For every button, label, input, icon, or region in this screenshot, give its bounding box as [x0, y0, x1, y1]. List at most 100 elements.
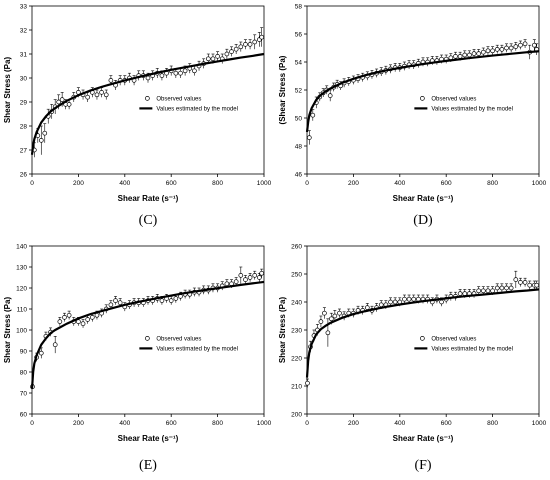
observed-point: [57, 319, 63, 324]
x-tick-label: 0: [305, 180, 309, 187]
chart-f: 0 200 400 600 800 1000200210220230240250260Sh…: [278, 243, 547, 443]
y-axis-label: Shear Stress (Pa): [3, 57, 12, 124]
observed-point: [252, 273, 258, 278]
y-axis-label: Shear Stress (Pa): [278, 297, 287, 364]
x-tick-label: 600: [166, 420, 177, 427]
y-tick-label: 100: [16, 327, 27, 334]
y-tick-label: 46: [295, 171, 303, 178]
legend-model-label: Values estimated by the model: [431, 347, 513, 353]
observed-point: [243, 277, 248, 282]
observed-point: [192, 68, 197, 74]
observed-point: [306, 135, 312, 140]
y-tick-label: 58: [295, 3, 303, 10]
x-tick-label: 800: [487, 420, 498, 427]
chart-d: 0 200 400 600 800 1000 46 48 50 52 54 56 58 Shear Rat…: [278, 3, 547, 203]
observed-point: [159, 73, 165, 78]
observed-point: [224, 281, 230, 287]
y-tick-label: 30: [20, 75, 28, 82]
observed-point: [513, 44, 519, 49]
y-tick-label: 120: [16, 285, 27, 292]
y-tick-label: 80: [20, 369, 28, 376]
model-curve: [30, 52, 265, 155]
observed-point: [247, 275, 253, 280]
x-tick-label: 400: [394, 420, 405, 427]
legend-observed-marker: [420, 96, 425, 101]
observed-point: [259, 270, 265, 276]
chart-panel-c: 0 200 400 600 800 1000 26 27 28 29 30 31 32 33 Shear R…: [0, 0, 275, 215]
plot-area: [31, 5, 265, 175]
observed-point: [145, 75, 151, 81]
observed-point: [532, 42, 537, 48]
y-tick-label: 50: [295, 115, 303, 122]
x-tick-label: 200: [348, 180, 359, 187]
observed-point: [522, 41, 528, 47]
observed-point: [178, 70, 183, 76]
x-tick-label: 200: [348, 420, 359, 427]
y-tick-label: 60: [20, 411, 28, 418]
panel-caption-d: (D): [413, 213, 433, 228]
y-tick-label: 29: [20, 99, 28, 106]
observed-point: [229, 49, 234, 54]
observed-point: [238, 273, 244, 278]
legend-model-label: Values estimated by the model: [156, 107, 238, 113]
x-tick-label: 600: [441, 420, 452, 427]
observed-point: [471, 51, 477, 56]
observed-point: [205, 56, 211, 62]
observed-point: [508, 45, 514, 51]
observed-point: [108, 78, 114, 83]
observed-point: [215, 54, 220, 59]
observed-point: [480, 288, 486, 294]
observed-point: [467, 52, 472, 58]
x-axis-label: Shear Rate (s⁻¹): [118, 194, 179, 203]
observed-point: [518, 42, 523, 48]
y-tick-label: 54: [295, 59, 303, 66]
legend-model-label: Values estimated by the model: [431, 107, 513, 113]
observed-point: [103, 92, 109, 98]
observed-point: [508, 285, 514, 291]
y-axis-label: Shear Stress (Pa): [3, 297, 12, 364]
y-tick-label: 200: [291, 411, 302, 418]
observed-point: [259, 34, 265, 40]
observed-point: [62, 315, 67, 320]
y-tick-label: 130: [16, 264, 27, 271]
legend-observed-marker: [145, 336, 150, 341]
observed-point: [411, 296, 417, 302]
model-curve: [305, 50, 540, 133]
y-tick-label: 210: [291, 383, 302, 390]
x-tick-label: 0: [305, 420, 309, 427]
y-tick-label: 70: [20, 390, 28, 397]
observed-point: [457, 54, 463, 59]
observed-point: [522, 280, 528, 285]
observed-point: [534, 282, 540, 288]
observed-point: [329, 316, 334, 322]
observed-point: [233, 46, 239, 52]
observed-point: [182, 68, 188, 74]
y-tick-label: 26: [20, 171, 28, 178]
observed-point: [80, 321, 86, 327]
x-axis-label: Shear Rate (s⁻¹): [393, 194, 454, 203]
observed-point: [305, 380, 310, 386]
observed-point: [66, 102, 72, 107]
observed-point: [480, 49, 486, 55]
panel-caption-e: (E): [139, 458, 157, 473]
observed-point: [42, 130, 48, 136]
legend-model-label: Values estimated by the model: [156, 347, 238, 353]
observed-point: [406, 296, 412, 302]
observed-point: [439, 299, 444, 305]
x-tick-label: 800: [487, 180, 498, 187]
y-tick-label: 240: [291, 299, 302, 306]
observed-point: [327, 93, 333, 98]
observed-point: [94, 92, 100, 98]
observed-point: [485, 288, 491, 294]
observed-point: [490, 48, 495, 54]
x-tick-label: 400: [119, 420, 130, 427]
chart-panel-e: 0 200 400 600 800 1000 60 70 80 90 100 110 120 130 140…: [0, 240, 275, 455]
observed-point: [210, 56, 216, 62]
x-tick-label: 1000: [532, 420, 547, 427]
observed-point: [168, 298, 174, 303]
observed-point: [113, 298, 118, 303]
y-tick-label: 28: [20, 123, 28, 130]
observed-point: [527, 282, 533, 288]
x-tick-label: 200: [73, 420, 84, 427]
observed-point: [388, 299, 393, 305]
